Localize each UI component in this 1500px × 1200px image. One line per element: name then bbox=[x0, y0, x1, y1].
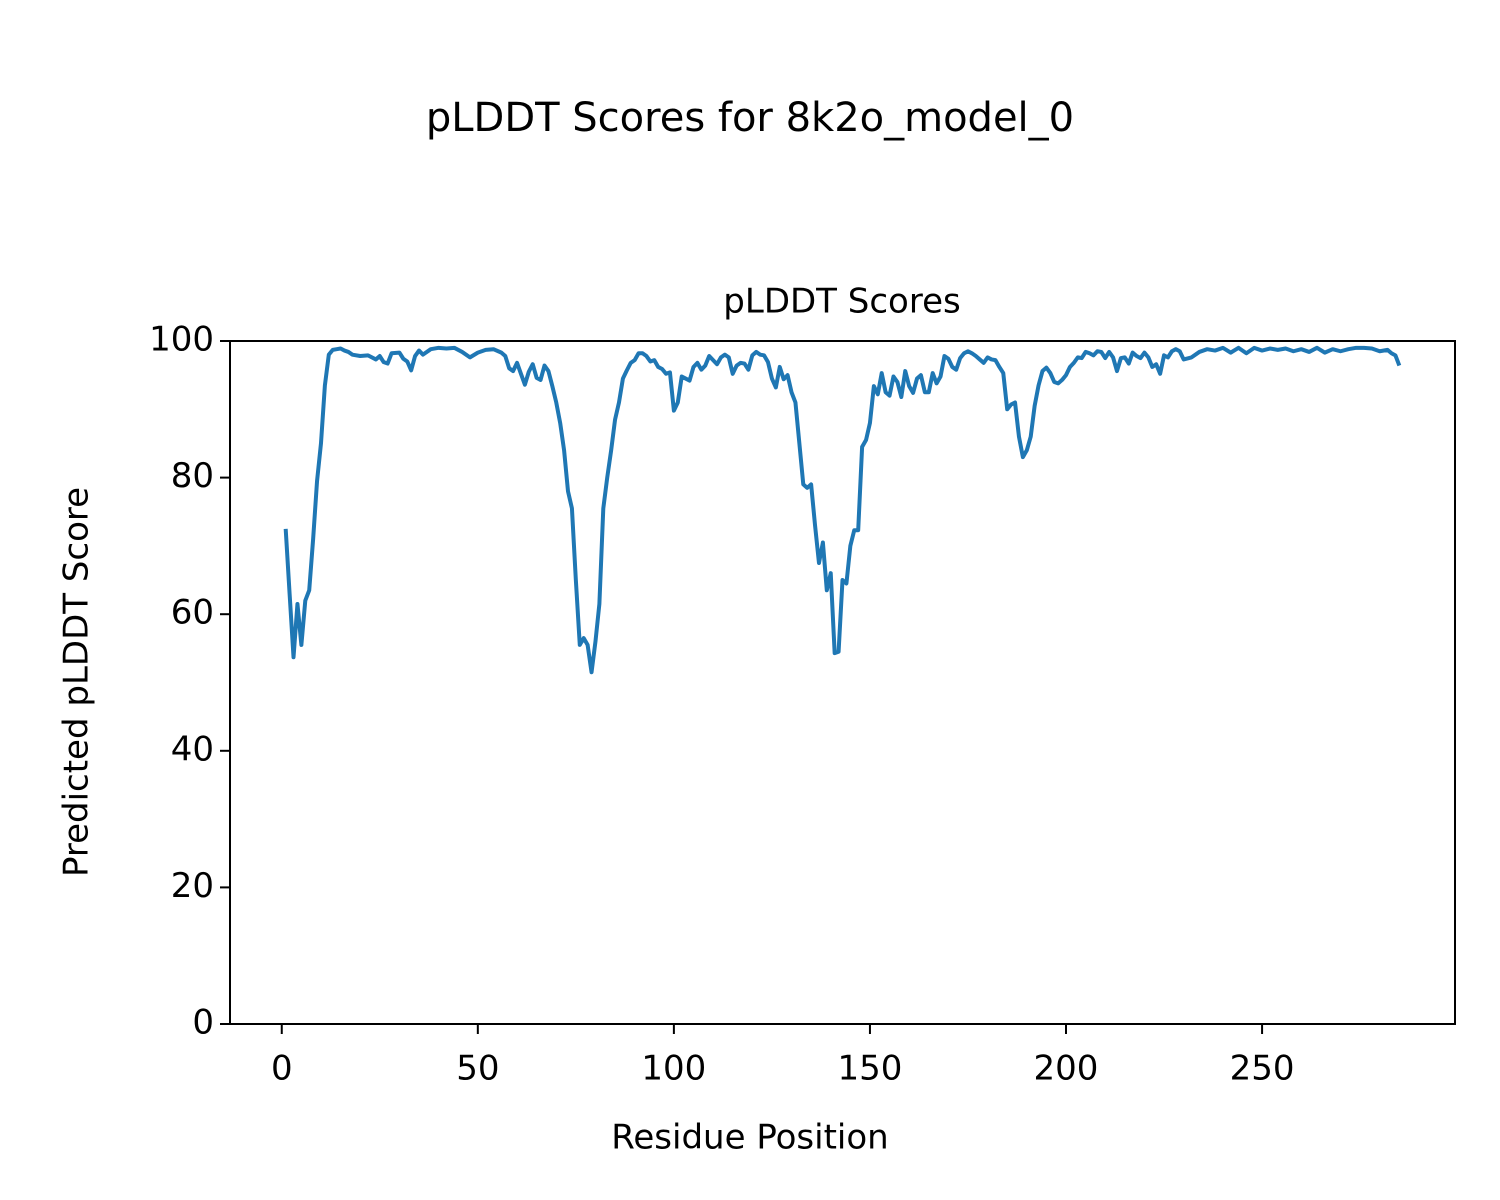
chart-title: pLDDT Scores for 8k2o_model_0 bbox=[426, 95, 1074, 141]
y-tick-label: 0 bbox=[192, 1003, 214, 1043]
y-tick-label: 20 bbox=[171, 866, 214, 906]
line-series bbox=[283, 345, 1402, 675]
x-axis-label: Residue Position bbox=[611, 1118, 888, 1158]
axes-frame bbox=[229, 340, 1456, 1025]
axes-title: pLDDT Scores bbox=[723, 282, 960, 322]
y-tick-label: 80 bbox=[171, 456, 214, 496]
x-tick-label: 150 bbox=[837, 1049, 902, 1089]
x-tick-label: 100 bbox=[641, 1049, 706, 1089]
x-tick-label: 50 bbox=[456, 1049, 499, 1089]
y-tick-label: 60 bbox=[171, 593, 214, 633]
x-tick-label: 250 bbox=[1230, 1049, 1295, 1089]
y-axis-label: Predicted pLDDT Score bbox=[57, 487, 97, 877]
y-tick-label: 100 bbox=[149, 320, 214, 360]
y-tick-label: 40 bbox=[171, 729, 214, 769]
x-tick-label: 0 bbox=[271, 1049, 293, 1089]
x-tick-label: 200 bbox=[1034, 1049, 1099, 1089]
